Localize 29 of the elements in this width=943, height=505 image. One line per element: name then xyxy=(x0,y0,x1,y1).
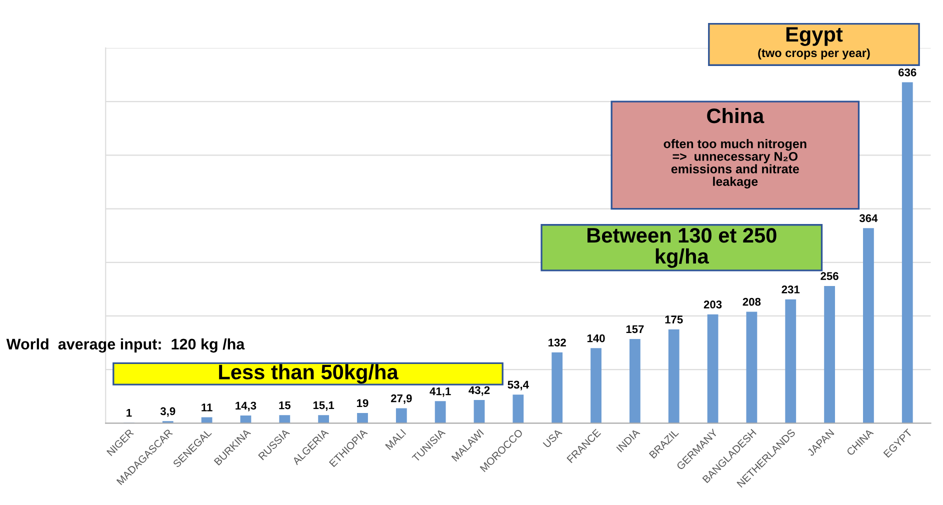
data-label: 43,2 xyxy=(468,386,490,396)
data-label: 27,9 xyxy=(390,394,412,404)
data-label: 208 xyxy=(742,298,761,306)
data-label: 3,9 xyxy=(160,407,176,417)
annotation: World average input: 120 kg /ha xyxy=(6,338,245,353)
annotation: Less than 50kg/ha xyxy=(219,364,398,384)
annotation: often too much nitrogen => unnecessary N₂O emissions and nitrate leakage xyxy=(664,139,806,188)
data-label: 1 xyxy=(126,408,132,417)
annotation: (two crops per year) xyxy=(758,48,870,60)
data-label: 15 xyxy=(279,401,291,410)
data-label: 15,1 xyxy=(313,401,334,411)
annotation: China xyxy=(707,108,764,124)
data-label: 132 xyxy=(548,338,566,346)
data-label: 636 xyxy=(898,68,916,76)
data-label: 41,1 xyxy=(430,387,451,397)
data-label: 140 xyxy=(587,334,605,342)
data-label: 53,4 xyxy=(508,380,529,390)
annotation: Between 130 et 250 kg/ha xyxy=(588,228,776,268)
data-label: 14,3 xyxy=(236,402,256,412)
data-label: 364 xyxy=(859,214,878,222)
x-tick-label: USA xyxy=(542,428,562,448)
data-label: 19 xyxy=(357,399,368,408)
data-label: 231 xyxy=(782,286,800,294)
data-label: 256 xyxy=(820,272,838,280)
data-label: 157 xyxy=(626,325,644,334)
data-label: 11 xyxy=(202,404,212,412)
text: Egypt xyxy=(786,27,843,46)
data-label: 203 xyxy=(704,300,722,308)
data-label: 175 xyxy=(665,316,683,324)
